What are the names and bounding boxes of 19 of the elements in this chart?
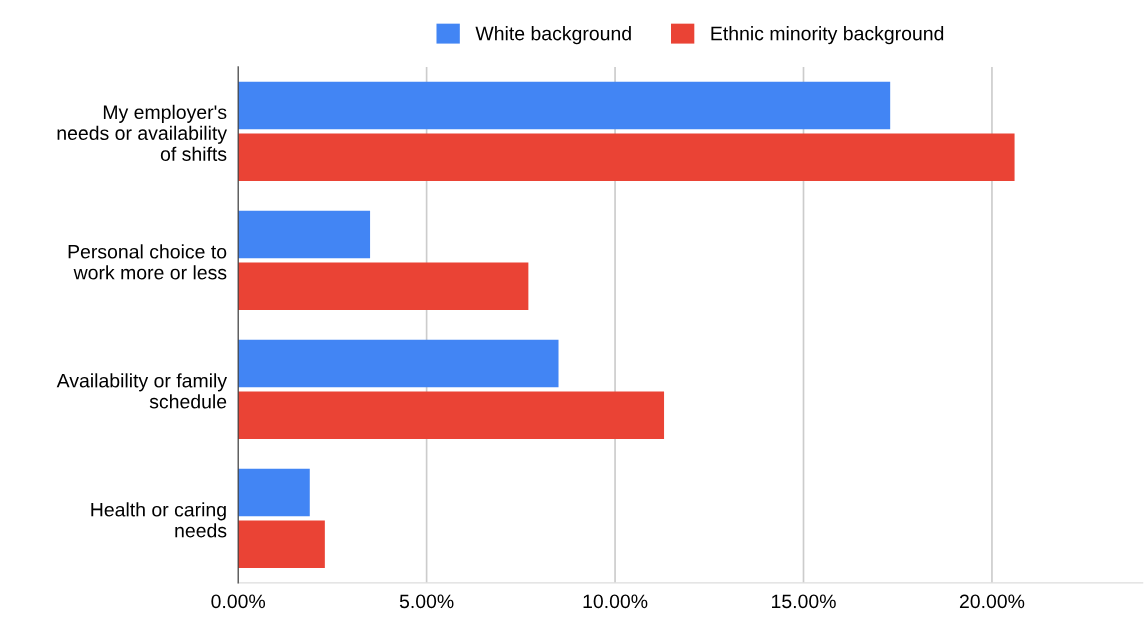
bar [238, 81, 891, 130]
bar [238, 262, 529, 310]
legend-label: Ethnic minority background [711, 26, 944, 45]
x-tick-label: 15.00% [772, 594, 836, 609]
x-tick-label: 10.00% [583, 594, 648, 609]
bar [238, 468, 310, 517]
x-tick-label: 0.00% [211, 594, 266, 609]
y-tick-label: Health or caring needs [91, 502, 227, 538]
bar [238, 339, 559, 388]
bar [238, 520, 325, 568]
y-tick-label: Personal choice to work more or less [68, 244, 227, 280]
y-tick-label: Availability or family schedule [56, 373, 228, 409]
bar [238, 133, 1015, 181]
y-tick-label: My employer's needs or availability of shifts [57, 104, 228, 161]
x-tick-label: 5.00% [399, 594, 454, 609]
bar [238, 391, 665, 439]
legend-label: White background [475, 26, 631, 45]
bar [238, 210, 371, 259]
x-tick-label: 20.00% [959, 594, 1025, 609]
